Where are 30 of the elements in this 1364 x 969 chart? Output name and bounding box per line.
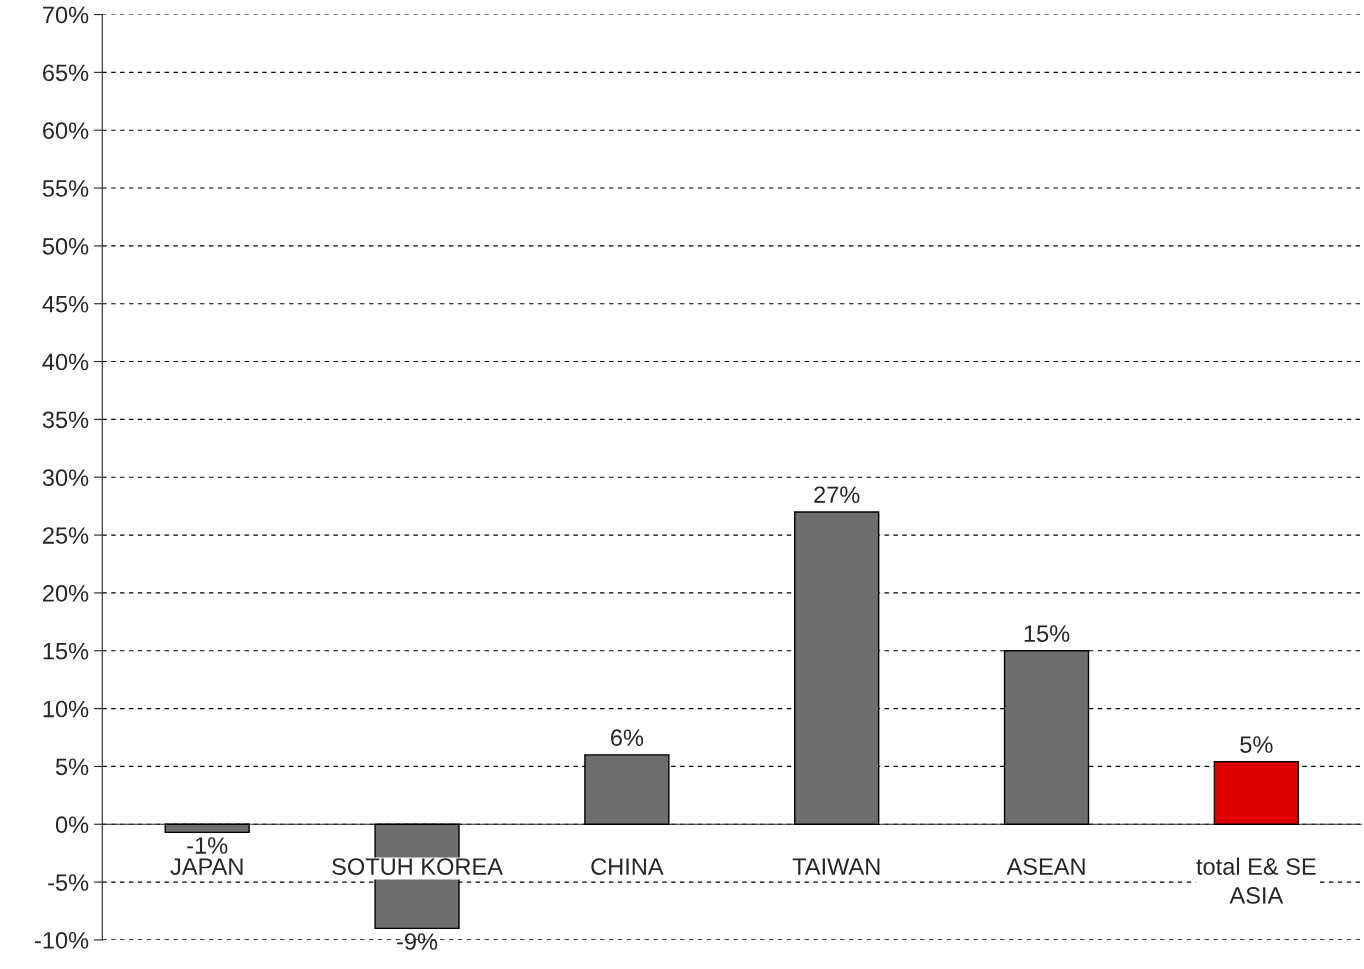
x-tick-label: TAIWAN (792, 858, 880, 875)
y-tick-label: 5% (55, 758, 89, 776)
y-tick-label: -5% (48, 874, 89, 891)
data-label: 27% (814, 486, 860, 504)
x-tick-label: total E& SE ASIA (1196, 857, 1316, 904)
data-label: 15% (1024, 625, 1070, 642)
y-tick-label: -10% (35, 932, 89, 949)
y-tick-label: 15% (43, 642, 89, 660)
y-tick-label: 0% (55, 816, 89, 834)
y-tick-label: 50% (42, 237, 89, 255)
y-tick-label: 20% (43, 584, 89, 602)
x-tick-label: CHINA (591, 858, 664, 875)
y-tick-label: 45% (42, 295, 89, 313)
y-tick-label: 30% (42, 469, 89, 487)
y-tick-label: 60% (43, 122, 89, 139)
x-tick-label: JAPAN (170, 858, 243, 875)
x-tick-label: SOTUH KOREA (332, 858, 503, 875)
y-tick-label: 65% (43, 64, 89, 82)
data-label: -1% (187, 837, 228, 854)
data-label: 5% (1240, 736, 1273, 753)
data-label: 6% (611, 729, 644, 747)
y-tick-label: 10% (43, 700, 89, 718)
data-label: -9% (397, 933, 438, 950)
bar (164, 823, 250, 834)
y-tick-label: 70% (43, 6, 89, 24)
y-tick-label: 35% (42, 411, 89, 429)
y-tick-label: 40% (42, 353, 89, 371)
y-tick-label: 55% (42, 180, 89, 197)
x-tick-label: ASEAN (1006, 858, 1085, 875)
y-tick-label: 25% (43, 527, 89, 544)
